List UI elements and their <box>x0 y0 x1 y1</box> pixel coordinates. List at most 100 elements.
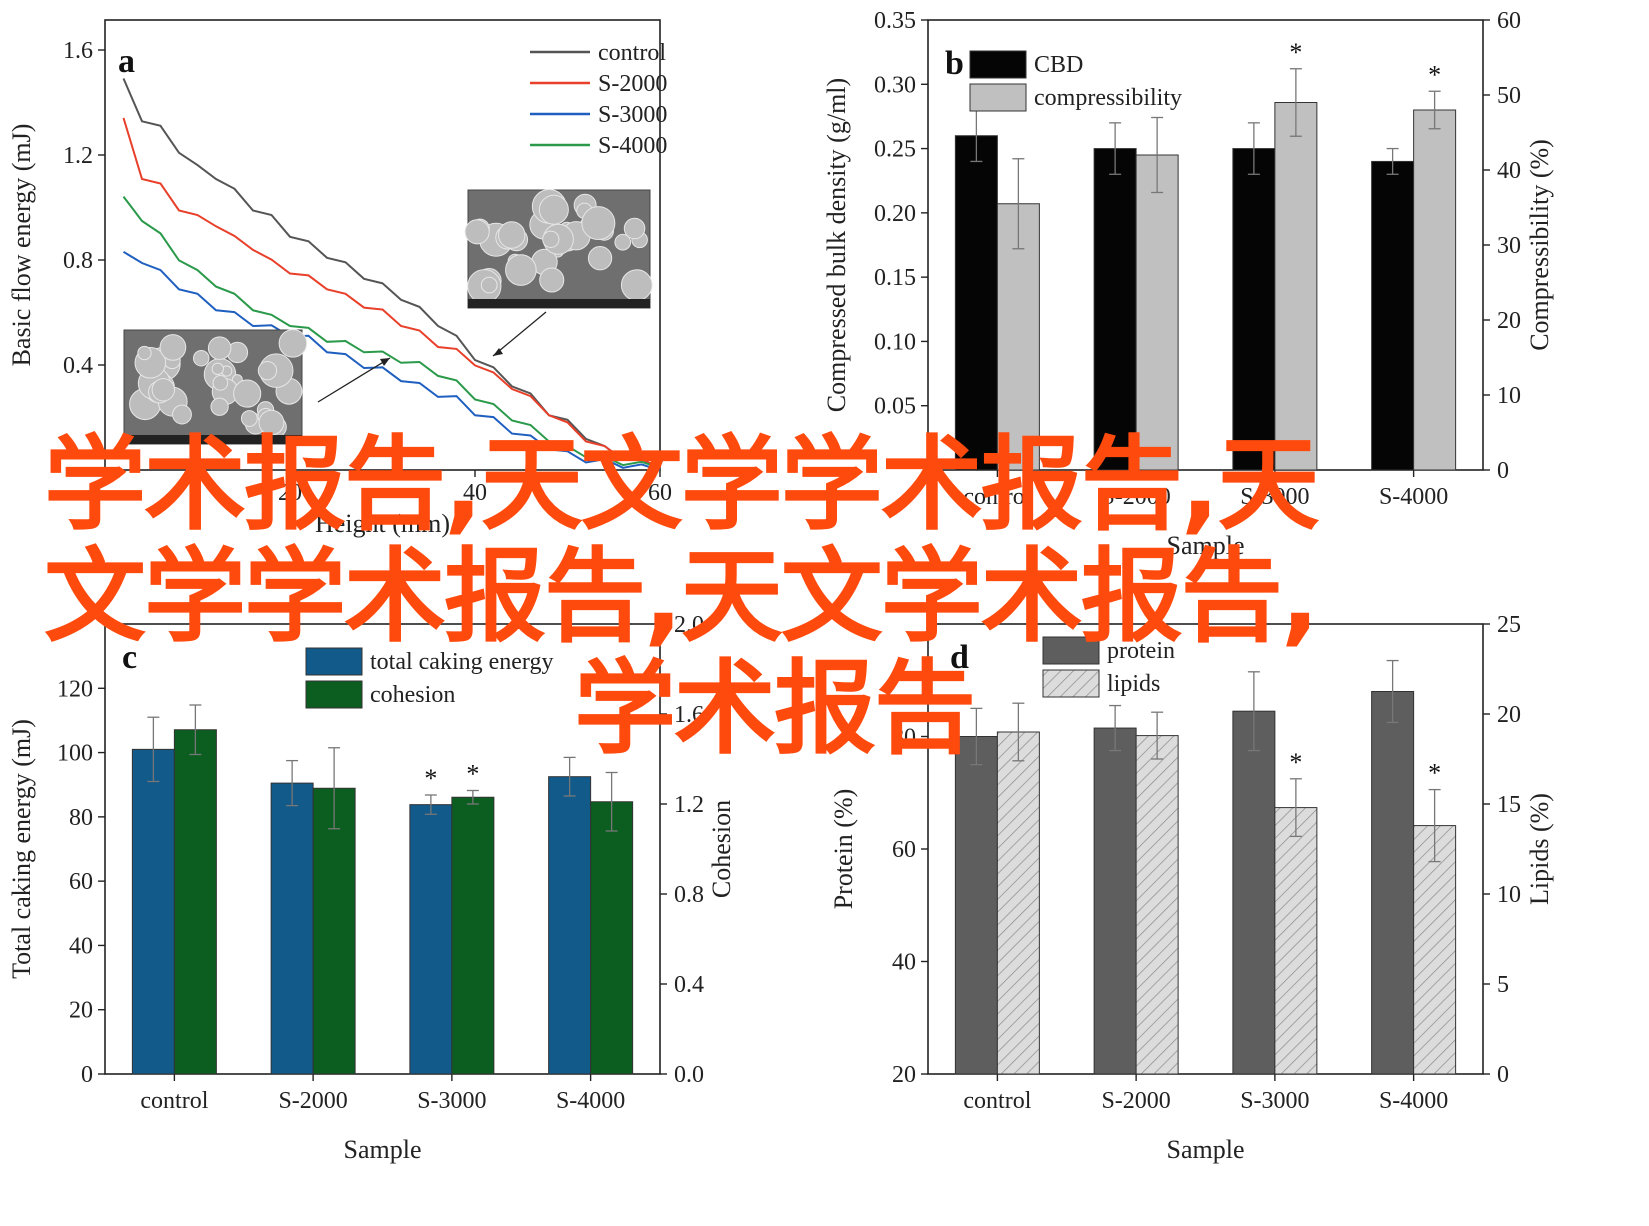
y2-tick-label: 0 <box>1497 1062 1509 1088</box>
chart-b: 0.05 0.10 0.15 0.20 0.25 0.30 0.35 0 10 20 30 40 50 6… <box>822 8 1554 560</box>
bar-protein-S-3000 <box>1232 710 1276 1075</box>
series-line-S-2000 <box>122 117 661 469</box>
x-axis-title: Height (mm) <box>315 509 450 538</box>
chart-c: 0 20 40 60 80 100 120 0.0 0.4 0.8 1.2 1.6 2.0 Total c… <box>7 612 736 1164</box>
sem-particle <box>623 217 646 240</box>
x-tick-label: S-3000 <box>1240 1088 1309 1114</box>
bar-lipids-S-2000 <box>1135 735 1179 1075</box>
bar-protein-S-4000 <box>1371 691 1415 1075</box>
bar-protein-S-2000 <box>1093 727 1137 1075</box>
y2-tick-label: 0.4 <box>674 972 704 998</box>
y-tick-label: 80 <box>892 725 916 751</box>
bar-CBD-S-2000 <box>1093 148 1137 471</box>
y2-tick-label: 30 <box>1497 233 1521 259</box>
y2-tick-label: 50 <box>1497 83 1521 109</box>
y2-tick-label: 5 <box>1497 972 1509 998</box>
x-tick-label: S-3000 <box>1240 484 1309 510</box>
sem-particle <box>538 194 569 225</box>
sem-image <box>464 189 653 309</box>
sem-particle <box>620 269 653 301</box>
inset-arrow <box>492 311 547 357</box>
legend-label: CBD <box>1034 52 1083 78</box>
x-tick-label: S-2000 <box>278 1088 347 1114</box>
y-tick-label: 0.35 <box>874 8 916 34</box>
y2-tick-label: 25 <box>1497 612 1521 638</box>
sem-particle <box>233 379 262 408</box>
y-tick-label: 60 <box>69 869 93 895</box>
bar-compressibility-S-4000 <box>1413 109 1457 471</box>
x-tick-label: 40 <box>463 480 487 506</box>
y2-tick-label: 20 <box>1497 702 1521 728</box>
legend-label: total caking energy <box>370 649 554 675</box>
y-tick-label: 0.15 <box>874 265 916 291</box>
legend-label: protein <box>1107 638 1175 664</box>
sem-particle <box>240 410 258 427</box>
legend-swatch <box>969 50 1027 79</box>
panel-label: c <box>122 639 137 676</box>
y-tick-label: 0.30 <box>874 72 916 98</box>
sem-particle <box>212 375 229 391</box>
x-tick-label: control <box>963 1088 1031 1114</box>
y2-tick-label: 2.0 <box>674 612 704 638</box>
sem-particle <box>151 378 175 402</box>
plot-frame <box>104 19 661 471</box>
y-tick-label: 0.4 <box>63 353 93 379</box>
y-axis-title: Protein (%) <box>829 789 858 910</box>
bar-cohesion-S-3000 <box>451 796 495 1075</box>
x-tick-label: S-2000 <box>1101 1088 1170 1114</box>
legend-label: control <box>598 40 666 66</box>
x-axis-title: Sample <box>1167 531 1245 560</box>
legend-label: S-4000 <box>598 133 667 159</box>
y-tick-label: 0 <box>81 1062 93 1088</box>
series-line-S-3000 <box>122 250 661 472</box>
y2-tick-label: 1.2 <box>674 792 704 818</box>
bar-total caking energy-control <box>131 748 175 1075</box>
chart-a: 0.4 0.8 1.2 1.6 20 40 60 Basic flow energy (mJ)… <box>7 19 672 538</box>
y2-axis-title: Cohesion <box>707 800 736 898</box>
y2-tick-label: 10 <box>1497 882 1521 908</box>
sem-particle <box>581 206 616 241</box>
y-tick-label: 120 <box>57 676 93 702</box>
y2-tick-label: 0.8 <box>674 882 704 908</box>
y2-tick-label: 0.0 <box>674 1062 704 1088</box>
sem-particle <box>539 267 565 293</box>
x-axis-title: Sample <box>1167 1135 1245 1164</box>
series-line-control <box>122 78 661 469</box>
bar-compressibility-S-2000 <box>1135 154 1179 471</box>
sem-particle <box>505 254 537 286</box>
bar-cohesion-control <box>173 729 217 1075</box>
legend-label: cohesion <box>370 682 455 708</box>
bar-cohesion-S-4000 <box>590 801 634 1075</box>
sem-particle <box>159 334 187 361</box>
legend-swatch <box>305 680 363 709</box>
significance-mark: * <box>1289 38 1302 67</box>
y-tick-label: 60 <box>892 837 916 863</box>
sem-particle <box>614 233 632 251</box>
bar-CBD-control <box>954 135 998 471</box>
panel-label: b <box>945 45 964 82</box>
x-tick-label: control <box>140 1088 208 1114</box>
y-axis-title: Compressed bulk density (g/ml) <box>822 78 851 412</box>
y-tick-label: 0.05 <box>874 394 916 420</box>
y-axis-title: Basic flow energy (mJ) <box>7 124 36 367</box>
sem-particle <box>192 349 210 367</box>
y2-tick-label: 60 <box>1497 8 1521 34</box>
significance-mark: * <box>1428 60 1441 89</box>
x-tick-label: S-4000 <box>1379 1088 1448 1114</box>
bar-total caking energy-S-3000 <box>409 804 453 1075</box>
sem-particle <box>257 360 278 381</box>
y-tick-label: 0.8 <box>63 248 93 274</box>
sem-particle <box>258 409 285 436</box>
legend-label: S-2000 <box>598 71 667 97</box>
y-tick-label: 80 <box>69 805 93 831</box>
sem-particle <box>480 276 498 294</box>
y-tick-label: 1.2 <box>63 143 93 169</box>
panel-label: d <box>950 639 969 676</box>
sem-particle <box>542 230 560 248</box>
sem-particle <box>137 345 152 361</box>
sem-particle <box>497 221 526 249</box>
x-tick-label: control <box>963 484 1031 510</box>
bar-lipids-S-3000 <box>1274 807 1318 1075</box>
sem-particle <box>211 362 224 376</box>
